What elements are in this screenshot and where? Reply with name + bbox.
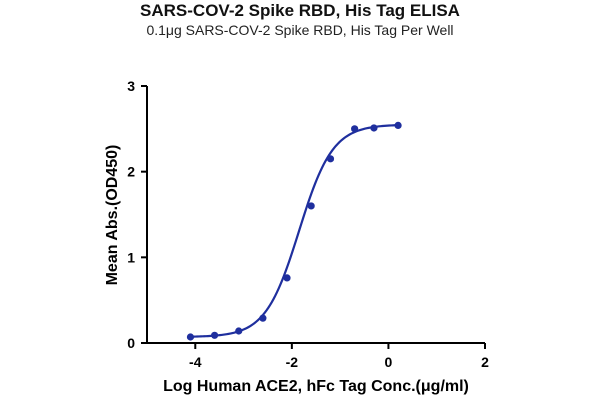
- data-point: [283, 274, 291, 282]
- y-tick-label: 1: [127, 249, 135, 265]
- data-point: [235, 327, 243, 335]
- x-tick-label: 0: [385, 354, 393, 370]
- x-tick-label: -2: [286, 354, 299, 370]
- data-point: [351, 125, 359, 133]
- y-tick-label: 0: [127, 335, 135, 351]
- data-point: [211, 331, 219, 339]
- y-axis-title: Mean Abs.(OD450): [104, 145, 121, 286]
- x-axis-title: Log Human ACE2, hFc Tag Conc.(μg/ml): [163, 378, 469, 395]
- x-tick-label: 2: [481, 354, 489, 370]
- y-tick-label: 2: [127, 164, 135, 180]
- fit-curve: [190, 124, 399, 338]
- x-ticks: -4 -2 0 2: [189, 343, 489, 370]
- axes: [146, 86, 485, 344]
- data-point: [259, 314, 267, 322]
- data-point: [370, 124, 378, 132]
- chart-subtitle: 0.1μg SARS-COV-2 Spike RBD, His Tag Per …: [146, 22, 454, 38]
- y-tick-label: 3: [127, 78, 135, 94]
- data-point: [186, 333, 195, 341]
- x-tick-label: -4: [189, 354, 202, 370]
- chart-title: SARS-COV-2 Spike RBD, His Tag ELISA: [140, 1, 460, 20]
- data-point: [326, 155, 335, 163]
- y-ticks: 0 1 2 3: [127, 78, 147, 351]
- data-point: [307, 202, 315, 210]
- data-point: [394, 121, 402, 130]
- data-points: [186, 121, 402, 341]
